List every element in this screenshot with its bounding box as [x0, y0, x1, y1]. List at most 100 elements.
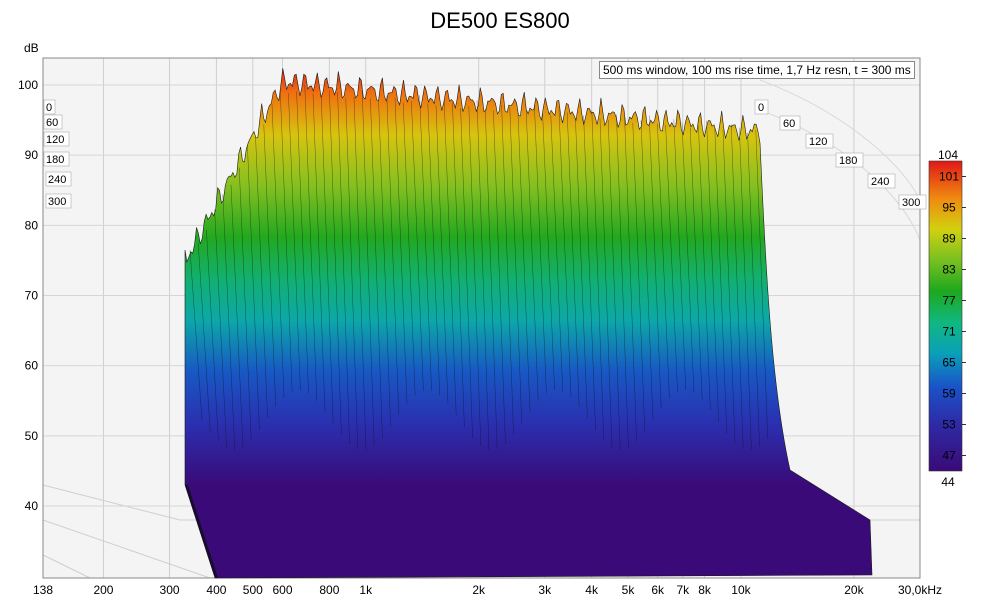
slice-line [214, 209, 227, 449]
slice-line [591, 110, 605, 441]
x-tick-label: 4k [585, 583, 599, 597]
time-tick-label-left: 240 [48, 174, 66, 186]
surface-edge [185, 485, 218, 578]
slice-line [402, 103, 416, 396]
slice-line [271, 104, 285, 398]
slice-line [329, 90, 342, 435]
slice-line [730, 124, 744, 449]
slice-line [616, 114, 629, 448]
x-tick-label: 300 [160, 583, 180, 597]
colorbar-tick-label: 95 [942, 201, 956, 215]
x-tick-label: 800 [319, 583, 339, 597]
slice-line [386, 95, 400, 415]
slice-line [345, 98, 359, 450]
x-tick-label: 20k [844, 583, 864, 597]
time-axis-ticks: 0 60 120 180 240 300 0 60 120 180 240 300 [43, 99, 927, 210]
colorbar-tick-label: 47 [942, 449, 956, 463]
slice-line [722, 129, 736, 443]
colorbar-tick-label: 71 [942, 325, 956, 339]
time-tick-box [805, 133, 834, 149]
slice-line [312, 93, 326, 412]
time-tick-label-left: 180 [46, 154, 64, 166]
slice-line [648, 115, 662, 409]
colorbar-min-label: 44 [941, 475, 955, 489]
time-tick-label-left: 0 [46, 102, 52, 114]
slice-line [370, 98, 383, 438]
x-tick-label: 200 [93, 583, 113, 597]
time-tick-box [45, 171, 72, 187]
time-tick-label-left: 60 [46, 117, 58, 129]
x-tick-label: 2k [472, 583, 486, 597]
slice-line [378, 100, 391, 427]
slice-line [566, 112, 580, 408]
slice-line [640, 120, 654, 420]
time-tick-box [43, 131, 70, 147]
slice-line [525, 110, 539, 401]
slice-line [320, 95, 334, 424]
time-tick-box [835, 152, 864, 168]
slice-line [673, 119, 687, 391]
slice-line [279, 89, 293, 392]
slice-line [476, 100, 490, 450]
slice-line [304, 85, 318, 402]
x-tick-label: 3k [538, 583, 552, 597]
slice-line [747, 132, 760, 447]
slice-line [681, 122, 695, 393]
x-tick-label: 138 [33, 583, 53, 597]
colorbar-tick-label: 77 [942, 294, 956, 308]
y-tick-label: 40 [25, 499, 39, 513]
slice-line [230, 184, 244, 448]
colorbar-tick-label: 83 [942, 263, 956, 277]
slice-line [189, 249, 203, 421]
slice-line [509, 107, 523, 424]
slice-line [288, 93, 301, 391]
slice-line [206, 229, 219, 442]
time-tick-box [43, 151, 70, 167]
y-tick-label: 80 [25, 218, 39, 232]
colorbar-tick-label: 89 [942, 232, 956, 246]
slice-line [501, 105, 514, 435]
slice-line [238, 167, 252, 441]
slice-line [468, 106, 482, 446]
slice-line [714, 128, 728, 434]
time-tick-label-left: 300 [48, 196, 66, 208]
surface-body [184, 68, 873, 579]
colorbar-tick-label: 65 [942, 356, 956, 370]
y-tick-label: 70 [25, 289, 39, 303]
waterfall-surface [184, 68, 873, 579]
colorbar-max-label: 104 [938, 148, 958, 162]
slice-line [657, 123, 670, 399]
slice-line [698, 125, 711, 411]
slice-line [632, 122, 646, 432]
x-tick-label: 500 [243, 583, 263, 597]
slice-line [558, 109, 572, 398]
time-tick-box [867, 173, 896, 189]
slice-line [435, 105, 449, 404]
time-tick-box [779, 115, 801, 131]
x-tick-label: 7k [677, 583, 691, 597]
slice-line [534, 105, 547, 394]
time-tick-label-right: 300 [902, 197, 920, 209]
colorbar-tick-label: 101 [939, 170, 959, 184]
y-tick-label: 50 [25, 429, 39, 443]
slice-line [419, 95, 432, 391]
colorbar [928, 160, 963, 472]
time-tick-box [43, 99, 56, 115]
x-tick-label: 1k [359, 583, 373, 597]
time-tick-label-right: 240 [871, 176, 889, 188]
slice-line [296, 91, 309, 394]
x-tick-label: 5k [622, 583, 636, 597]
y-tick-label: 90 [25, 148, 39, 162]
colorbar-tick-label: 59 [942, 387, 956, 401]
slice-line [353, 96, 367, 450]
slice-line [222, 194, 236, 451]
slice-line [263, 124, 277, 407]
slice-line [460, 107, 473, 438]
y-axis-label: dB [24, 41, 39, 55]
time-tick-label-left: 120 [46, 134, 64, 146]
slice-line [427, 103, 441, 396]
slice-line [517, 112, 531, 412]
slice-line [337, 92, 350, 444]
slice-line [452, 102, 465, 427]
